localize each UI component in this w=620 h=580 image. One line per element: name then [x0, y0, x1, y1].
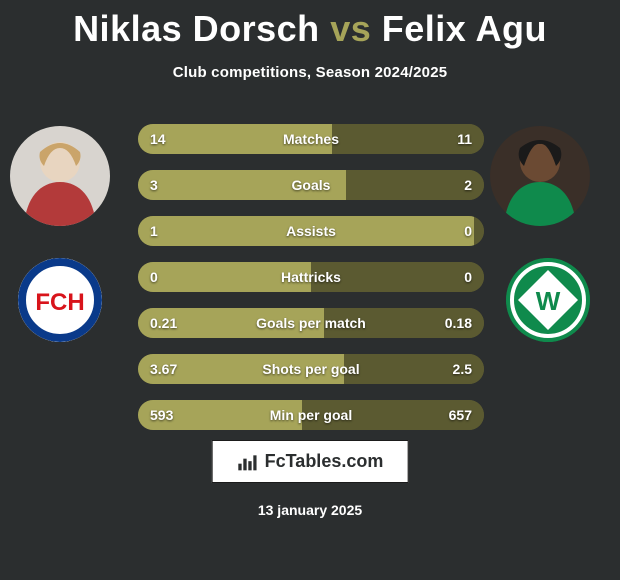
- bar-chart-icon: [237, 452, 257, 472]
- stat-label: Assists: [138, 216, 484, 246]
- comparison-title: Niklas Dorsch vs Felix Agu: [0, 0, 620, 50]
- club-badge-icon: W: [506, 258, 590, 342]
- stat-label: Matches: [138, 124, 484, 154]
- stat-label: Goals: [138, 170, 484, 200]
- stat-row: 3.672.5Shots per goal: [138, 354, 484, 384]
- svg-text:FCH: FCH: [35, 289, 84, 316]
- stat-label: Shots per goal: [138, 354, 484, 384]
- person-icon: [490, 126, 590, 226]
- stat-row: 0.210.18Goals per match: [138, 308, 484, 338]
- stat-row: 32Goals: [138, 170, 484, 200]
- stat-bars: 1411Matches 32Goals 10Assists 00Hattricks 0.…: [138, 124, 484, 446]
- subtitle: Club competitions, Season 2024/2025: [0, 64, 620, 81]
- brand-badge: FcTables.com: [212, 440, 409, 483]
- brand-text: FcTables.com: [265, 451, 384, 472]
- stat-label: Min per goal: [138, 400, 484, 430]
- stat-row: 00Hattricks: [138, 262, 484, 292]
- player1-name: Niklas Dorsch: [73, 8, 320, 49]
- club-badge-icon: FCH: [18, 258, 102, 342]
- player2-name: Felix Agu: [382, 8, 547, 49]
- person-icon: [10, 126, 110, 226]
- stat-label: Goals per match: [138, 308, 484, 338]
- player1-avatar: [10, 126, 110, 226]
- player1-club-logo: FCH: [18, 258, 102, 342]
- vs-label: vs: [330, 8, 371, 49]
- stat-row: 10Assists: [138, 216, 484, 246]
- svg-text:W: W: [536, 286, 561, 316]
- player2-club-logo: W: [506, 258, 590, 342]
- stat-label: Hattricks: [138, 262, 484, 292]
- stat-row: 593657Min per goal: [138, 400, 484, 430]
- player2-avatar: [490, 126, 590, 226]
- stat-row: 1411Matches: [138, 124, 484, 154]
- date-label: 13 january 2025: [0, 502, 620, 518]
